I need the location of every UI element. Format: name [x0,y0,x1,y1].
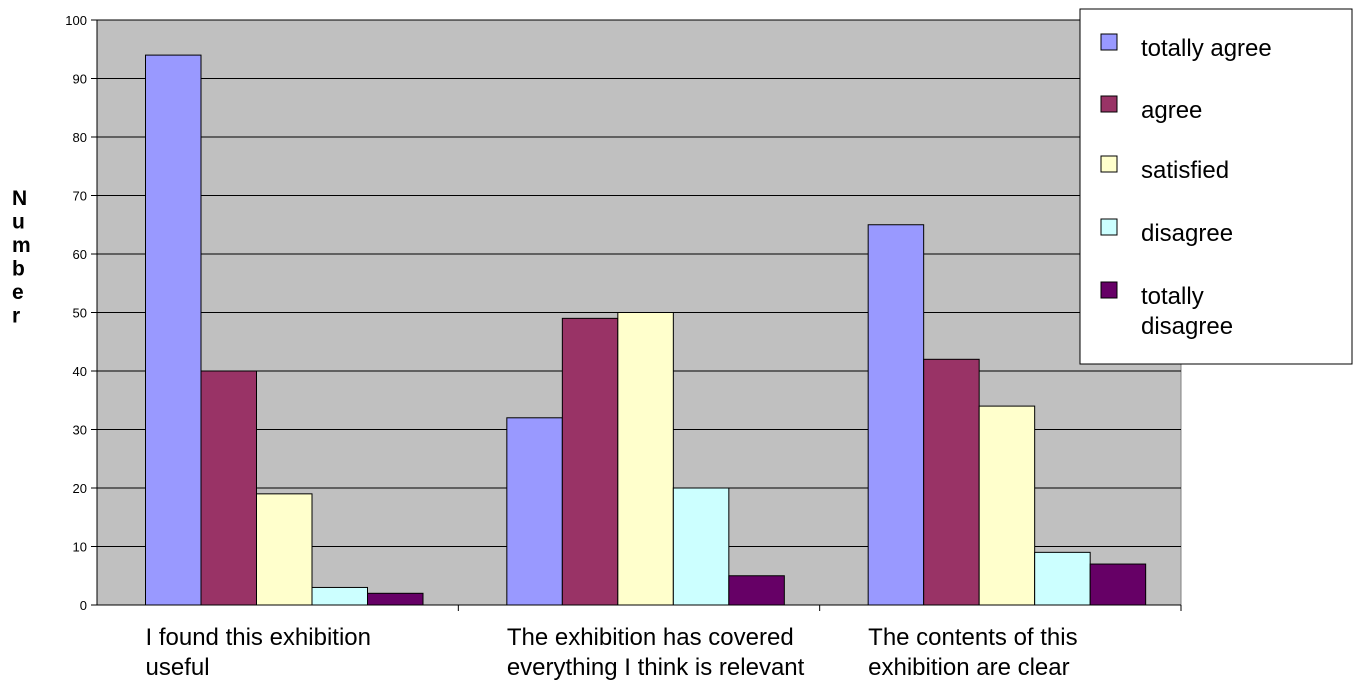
y-tick-label: 50 [73,306,87,321]
y-axis-label-letter: m [12,234,31,257]
bar [506,417,563,606]
legend-label: totally [1141,283,1204,310]
category-label: exhibition are clear [868,654,1069,681]
legend: totally agree agree satisfied disagree total… [1079,8,1353,365]
bar [200,370,257,606]
category-label: everything I think is relevant [507,654,805,681]
legend-label: satisfied [1141,157,1229,184]
legend-swatch [1100,281,1118,299]
y-tick-label: 70 [73,189,87,204]
y-tick-label: 10 [73,540,87,555]
category-label: useful [146,654,210,681]
bar [867,224,925,606]
plot-area: 0 10 20 30 40 50 60 70 80 90 100 I found this exhib… [65,13,1182,681]
bar [561,317,619,606]
y-tick-label: 60 [73,247,87,262]
y-tick-label: 20 [73,481,87,496]
bar [256,493,313,606]
legend-box [1079,8,1353,365]
legend-label: agree [1141,97,1202,124]
bar [978,405,1036,606]
legend-swatch [1100,218,1118,236]
bar [672,487,730,606]
y-tick-label: 80 [73,130,87,145]
bar [923,358,980,606]
legend-swatch [1100,155,1118,173]
y-axis-label-letter: b [12,258,25,281]
legend-label: disagree [1141,313,1233,340]
y-tick-label: 0 [80,598,87,613]
y-tick-label: 90 [73,72,87,87]
bar [728,575,785,606]
legend-label: disagree [1141,220,1233,247]
bar [1034,551,1091,606]
category-label: The contents of this [868,624,1077,651]
y-tick-label: 40 [73,364,87,379]
bar [617,312,674,606]
y-tick-label: 100 [65,13,87,28]
category-label: I found this exhibition [146,624,371,651]
legend-label: totally agree [1141,35,1272,62]
bar [1089,563,1147,606]
bar [145,54,202,606]
y-axis-label-letter: u [12,211,25,234]
category-label: The exhibition has covered [507,624,794,651]
bar [367,592,424,606]
legend-swatch [1100,95,1118,113]
y-axis-label-letter: e [12,281,24,304]
y-tick-label: 30 [73,423,87,438]
legend-swatch [1100,33,1118,51]
bar [311,586,368,606]
y-axis-label-letter: N [12,187,27,210]
y-axis-label-letter: r [12,305,20,328]
